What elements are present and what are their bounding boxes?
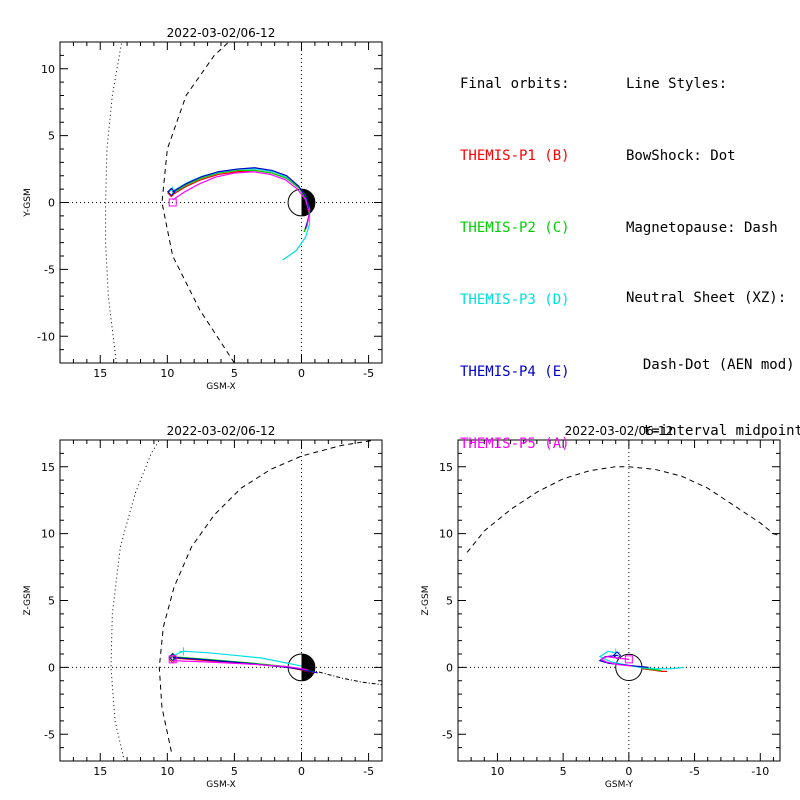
y-tick-label: -5	[44, 728, 55, 741]
x-tick-label: -10	[751, 765, 769, 778]
y-tick-label: 5	[446, 595, 453, 608]
style-neutral-sheet: Neutral Sheet (XZ):	[626, 290, 787, 306]
legend-probe-p1: THEMIS-P1 (B)	[460, 148, 570, 164]
magnetopause-line	[161, 42, 235, 363]
orbit-p5	[172, 660, 309, 671]
y-tick-label: 5	[48, 130, 55, 143]
y-tick-label: 15	[439, 461, 453, 474]
panel-title: 2022-03-02/06-12	[565, 424, 674, 438]
y-tick-label: 10	[439, 528, 453, 541]
y-tick-label: -5	[44, 263, 55, 276]
legend-probe-p3: THEMIS-P3 (D)	[460, 292, 570, 308]
line-styles-legend: Line Styles: BowShock: Dot Magnetopause:…	[626, 24, 800, 464]
x-tick-label: 10	[160, 765, 174, 778]
legend-probe-p2: THEMIS-P2 (C)	[460, 220, 570, 236]
x-tick-label: 15	[93, 765, 107, 778]
x-tick-label: 5	[231, 367, 238, 380]
y-tick-label: 10	[41, 63, 55, 76]
y-tick-label: 15	[41, 461, 55, 474]
x-tick-label: 10	[490, 765, 504, 778]
orbit-p1	[641, 668, 667, 672]
earth-night-side	[301, 653, 315, 681]
panel-1: 15 10 5 0 -5 -10 -5 0 5 10 2022-03-02/06-12 GSM-X Y-…	[23, 26, 383, 392]
x-tick-label: 0	[625, 765, 632, 778]
style-dash-dot: Dash-Dot (AEN mod)	[626, 357, 795, 373]
style-bowshock: BowShock: Dot	[626, 148, 736, 164]
orbit-p4	[172, 656, 318, 674]
y-tick-label: 0	[446, 661, 453, 674]
magnetopause-line	[158, 440, 376, 752]
x-tick-label: -5	[689, 765, 700, 778]
magnetopause-line	[466, 466, 778, 553]
x-axis-label: GSM-Y	[605, 780, 634, 790]
orbit-p3	[173, 650, 302, 667]
y-tick-label: 5	[48, 595, 55, 608]
marker-p4	[612, 651, 622, 660]
legend-probe-p5: THEMIS-P5 (A)	[460, 436, 570, 452]
panel-2-plot-area	[60, 440, 382, 761]
style-magnetopause: Magnetopause: Dash	[626, 220, 778, 236]
y-tick-label: 0	[48, 661, 55, 674]
x-tick-label: 0	[298, 765, 305, 778]
orbit-p4	[172, 167, 311, 230]
x-tick-label: 5	[560, 765, 567, 778]
x-tick-label: 0	[298, 367, 305, 380]
legend-probe-p4: THEMIS-P4 (E)	[460, 364, 570, 380]
y-axis-label: Z-GSM	[421, 585, 431, 615]
x-tick-label: -5	[363, 765, 374, 778]
marker-p5	[168, 198, 177, 207]
y-tick-label: 10	[41, 528, 55, 541]
y-tick-label: -5	[442, 728, 453, 741]
x-tick-label: 5	[231, 765, 238, 778]
panel-3-plot-area	[458, 440, 780, 761]
bow-shock-line	[110, 440, 160, 761]
bow-shock-line	[105, 42, 123, 363]
styles-heading: Line Styles:	[626, 76, 728, 92]
panel-3: 10 5 0 -5 -10 -5 0 5 10 15 2022-03-02/06-12 GSM-Y Z-…	[421, 424, 781, 790]
panel-title: 2022-03-02/06-12	[167, 424, 276, 438]
y-tick-label: -10	[37, 330, 55, 343]
y-tick-label: 0	[48, 197, 55, 210]
panel-frame	[59, 439, 383, 762]
x-tick-label: -5	[363, 367, 374, 380]
y-axis-label: Y-GSM	[23, 188, 33, 217]
orbit-p5	[599, 656, 632, 667]
marker-p5	[624, 655, 633, 664]
marker-p4	[167, 187, 176, 197]
orbits-heading: Final orbits:	[460, 76, 570, 92]
panel-1-plot-area	[60, 42, 382, 363]
panel-title: 2022-03-02/06-12	[167, 26, 276, 40]
style-midpoint: t=interval midpoint	[626, 423, 800, 439]
y-axis-label: Z-GSM	[23, 585, 33, 615]
x-tick-label: 15	[93, 367, 107, 380]
marker-p5	[168, 655, 177, 664]
panel-frame	[457, 439, 781, 762]
x-tick-label: 10	[160, 367, 174, 380]
x-axis-label: GSM-X	[206, 382, 235, 392]
x-axis-label: GSM-X	[206, 780, 235, 790]
orbit-legend: Final orbits: THEMIS-P1 (B) THEMIS-P2 (C…	[460, 24, 570, 480]
orbit-p5	[172, 171, 311, 227]
panel-2: 15 10 5 0 -5 -5 0 5 10 15 2022-03-02/06-12 GSM-X Z-G…	[23, 424, 383, 790]
marker-p3	[179, 647, 188, 656]
